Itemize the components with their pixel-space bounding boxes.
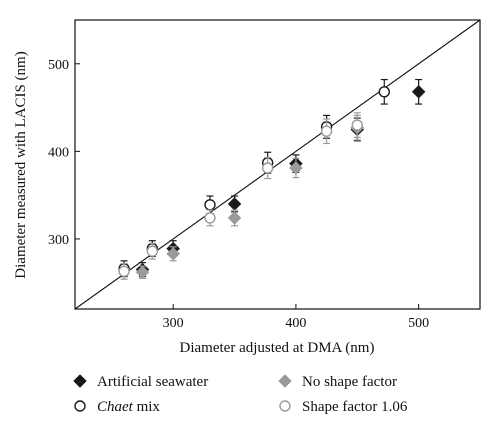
data-point <box>227 211 242 225</box>
data-point <box>118 265 130 278</box>
legend-label: Chaet mix <box>97 399 160 415</box>
data-point <box>204 212 216 224</box>
data-point <box>166 246 181 261</box>
y-tick-label: 300 <box>48 233 69 248</box>
data-point <box>320 125 333 137</box>
legend-marker <box>278 374 292 388</box>
data-point <box>261 162 274 174</box>
axis-ticks: 300 400 500 300 400 500 <box>48 58 429 331</box>
y-tick-label: 400 <box>48 145 69 160</box>
y-tick-label: 500 <box>48 58 69 73</box>
legend: Artificial seawater Chaet mix No shape fac… <box>73 374 408 415</box>
x-tick-label: 300 <box>163 316 184 331</box>
reference-line-group <box>74 19 481 310</box>
legend-label: No shape factor <box>302 374 397 390</box>
legend-marker <box>73 374 87 388</box>
data-point <box>227 197 242 211</box>
x-axis-label: Diameter adjusted at DMA (nm) <box>180 340 375 356</box>
series-1 <box>118 78 390 278</box>
legend-label: Artificial seawater <box>97 374 208 390</box>
series-3 <box>118 112 363 280</box>
legend-marker <box>74 400 86 412</box>
legend-label: Shape factor 1.06 <box>302 399 408 415</box>
data-point <box>146 245 159 257</box>
x-tick-label: 500 <box>408 316 429 331</box>
series-0 <box>135 78 426 278</box>
data-point <box>411 84 426 99</box>
data-point <box>378 86 390 98</box>
x-tick-label: 400 <box>285 316 306 331</box>
data-point <box>351 119 363 131</box>
series-2 <box>135 114 365 280</box>
plot-frame <box>74 19 481 310</box>
y-axis-label: Diameter measured with LACIS (nm) <box>13 51 29 278</box>
data-point <box>204 199 216 211</box>
data-marks <box>118 78 426 280</box>
data-point <box>289 161 303 175</box>
legend-marker <box>279 400 291 412</box>
identity-line <box>74 19 481 310</box>
data-point <box>135 265 150 280</box>
